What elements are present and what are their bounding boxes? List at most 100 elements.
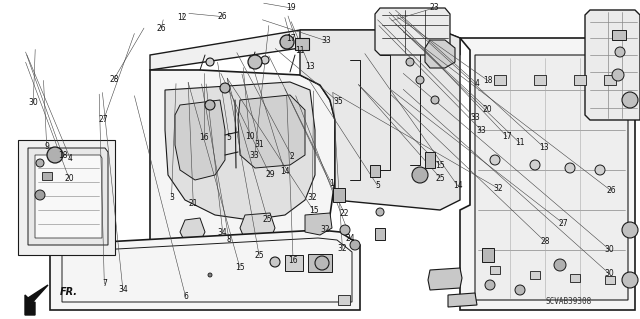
Polygon shape (28, 148, 108, 245)
Text: 35: 35 (333, 97, 343, 106)
Polygon shape (175, 100, 225, 180)
Bar (285, 255, 303, 271)
Polygon shape (300, 30, 460, 210)
Text: 32: 32 (320, 225, 330, 234)
Text: 29: 29 (265, 170, 275, 179)
Polygon shape (460, 38, 635, 310)
Circle shape (270, 257, 280, 267)
Circle shape (36, 159, 44, 167)
Text: 2: 2 (289, 152, 294, 161)
Text: 6: 6 (183, 292, 188, 301)
Text: 17: 17 (285, 34, 296, 43)
Bar (333, 188, 345, 202)
Polygon shape (428, 268, 462, 290)
Circle shape (261, 56, 269, 64)
Polygon shape (18, 140, 115, 255)
Text: 26: 26 (156, 24, 166, 33)
Circle shape (350, 240, 360, 250)
Polygon shape (305, 213, 332, 235)
Bar (570, 274, 580, 282)
Text: SCVAB39308: SCVAB39308 (545, 298, 591, 307)
Polygon shape (375, 8, 450, 55)
Text: 30: 30 (28, 98, 38, 107)
Bar (612, 30, 626, 40)
Circle shape (220, 83, 230, 93)
Text: 26: 26 (217, 12, 227, 21)
Polygon shape (238, 95, 305, 168)
Text: 11: 11 (295, 46, 304, 55)
Polygon shape (425, 40, 455, 68)
Text: 34: 34 (218, 228, 228, 237)
Circle shape (431, 96, 439, 104)
Text: 34: 34 (118, 285, 128, 294)
Text: 31: 31 (254, 140, 264, 149)
Text: 10: 10 (244, 132, 255, 141)
Bar (604, 75, 616, 85)
Circle shape (376, 208, 384, 216)
Text: 15: 15 (435, 161, 445, 170)
Text: 27: 27 (99, 115, 109, 124)
Text: 32: 32 (493, 184, 503, 193)
Circle shape (615, 47, 625, 57)
Bar (425, 152, 435, 168)
Circle shape (485, 280, 495, 290)
Bar (308, 254, 332, 272)
Text: 33: 33 (476, 126, 486, 135)
Bar (605, 276, 615, 284)
Text: 15: 15 (308, 206, 319, 215)
Circle shape (208, 273, 212, 277)
Polygon shape (475, 55, 628, 300)
Text: 5: 5 (227, 133, 232, 142)
Text: 12: 12 (178, 13, 187, 22)
Text: 30: 30 (604, 245, 614, 254)
Circle shape (35, 190, 45, 200)
Circle shape (206, 58, 214, 66)
Text: 22: 22 (340, 209, 349, 218)
Text: 33: 33 (250, 151, 260, 160)
Text: 28: 28 (109, 75, 118, 84)
Text: 9: 9 (44, 142, 49, 151)
Text: 19: 19 (286, 4, 296, 12)
Text: 13: 13 (305, 63, 315, 71)
Bar (338, 295, 350, 305)
Circle shape (340, 225, 350, 235)
Text: 33: 33 (321, 36, 332, 45)
Circle shape (554, 259, 566, 271)
Circle shape (622, 92, 638, 108)
Text: 16: 16 (288, 256, 298, 265)
Polygon shape (50, 230, 360, 310)
Polygon shape (35, 155, 102, 238)
Text: 13: 13 (539, 143, 549, 152)
Bar (530, 271, 540, 279)
Text: 24: 24 (346, 234, 356, 243)
Polygon shape (180, 218, 205, 242)
Text: 32: 32 (307, 193, 317, 202)
Circle shape (47, 147, 63, 163)
Bar (370, 165, 380, 177)
Text: 14: 14 (280, 167, 290, 176)
Text: 17: 17 (502, 132, 512, 141)
Circle shape (416, 76, 424, 84)
Text: 23: 23 (429, 4, 439, 12)
Polygon shape (585, 10, 640, 120)
Circle shape (622, 222, 638, 238)
Text: 21: 21 (189, 199, 198, 208)
Text: FR.: FR. (60, 287, 78, 297)
Circle shape (315, 256, 329, 270)
Bar (574, 75, 586, 85)
Polygon shape (25, 285, 48, 315)
Text: 20: 20 (483, 105, 493, 114)
Text: 7: 7 (102, 279, 107, 288)
Text: 18: 18 (58, 151, 67, 160)
Circle shape (406, 58, 414, 66)
Polygon shape (165, 82, 315, 220)
Polygon shape (240, 213, 275, 240)
Circle shape (612, 69, 624, 81)
Text: 25: 25 (254, 251, 264, 260)
Circle shape (412, 167, 428, 183)
Text: 4: 4 (68, 154, 73, 163)
Circle shape (490, 155, 500, 165)
Text: 30: 30 (604, 269, 614, 278)
Bar (375, 228, 385, 240)
Text: 8: 8 (227, 235, 232, 244)
